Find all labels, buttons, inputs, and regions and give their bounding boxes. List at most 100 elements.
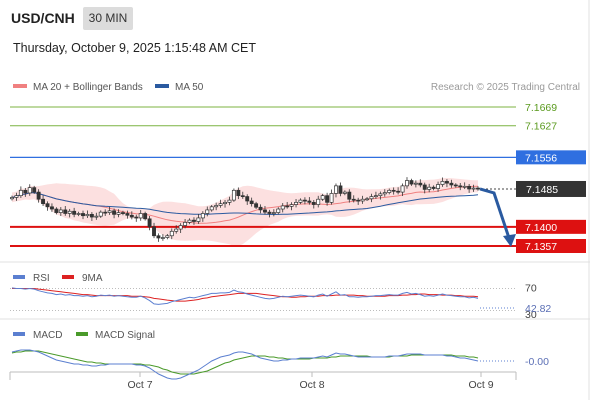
candle-body [112, 210, 117, 215]
forecast-arrow-line [479, 187, 511, 239]
candle-body [174, 228, 179, 232]
candle-body [10, 197, 14, 200]
candle-body [156, 235, 161, 239]
candle-body [36, 191, 41, 200]
level-labels: 7.1669 7.1627 7.1556 7.1485 7.1400 7.1357 [516, 102, 586, 253]
candlesticks [10, 177, 480, 242]
candle-body [254, 203, 259, 208]
candle-body [400, 185, 405, 193]
candle-body [444, 181, 449, 184]
candle-body [196, 217, 201, 222]
macd-line [11, 349, 479, 380]
candle-body [63, 209, 68, 214]
candle-body [54, 208, 59, 213]
forecast-arrow-head [503, 234, 516, 247]
candle-body [285, 205, 290, 208]
candle-body [369, 196, 374, 200]
candle-body [267, 211, 272, 214]
candle-body [338, 185, 343, 194]
candle-body [143, 213, 148, 220]
candle-body [329, 193, 334, 203]
candle-body [41, 198, 46, 205]
candle-body [72, 210, 77, 215]
candle-body [121, 212, 125, 214]
candle-body [45, 203, 50, 208]
candle-body [236, 189, 241, 197]
candle-body [89, 214, 94, 218]
candle-body [347, 191, 352, 200]
candle-body [294, 201, 298, 205]
candle-body [387, 189, 392, 193]
candle-body [178, 225, 183, 230]
ma50-legend-swatch [155, 84, 169, 88]
candle-body [373, 195, 378, 198]
candle-body [298, 199, 303, 203]
candle-body [76, 213, 81, 215]
candle-body [334, 185, 338, 194]
candle-body [187, 219, 192, 223]
rsi-current-label: 42.82 [525, 303, 551, 315]
x-axis-ticks: Oct 7 Oct 8 Oct 9 [127, 372, 494, 391]
ma50-legend-label: MA 50 [175, 82, 204, 93]
candle-body [107, 210, 112, 213]
candle-body [307, 200, 312, 203]
forecast-arrow [479, 187, 516, 247]
candle-body [471, 187, 476, 190]
candle-body [258, 206, 263, 211]
rsi-ma-line [12, 288, 479, 302]
candle-body [165, 235, 170, 238]
x-tick-label: Oct 9 [468, 379, 493, 391]
candle-body [316, 198, 321, 205]
candle-body [263, 209, 267, 213]
candle-body [302, 199, 307, 202]
candle-body [231, 189, 236, 201]
timeframe-button[interactable]: 30 MIN [83, 7, 133, 30]
rsi-legend-swatch [13, 275, 25, 279]
candle-body [431, 186, 436, 189]
bollinger-band-fill [12, 178, 478, 247]
candle-body [320, 195, 325, 200]
candle-body [209, 206, 214, 211]
candle-body [413, 182, 418, 185]
candle-body [422, 184, 427, 190]
bollinger-bands [11, 178, 479, 247]
candle-body [223, 201, 227, 205]
pivot-badge [516, 150, 586, 165]
candle-body [245, 196, 250, 202]
candle-body [205, 209, 210, 214]
candle-body [325, 195, 330, 203]
candle-body [67, 210, 72, 214]
candle-body [360, 198, 365, 202]
candle-body [449, 182, 454, 186]
support-badge [516, 219, 586, 234]
candle-body [311, 201, 316, 205]
candle-body [103, 211, 108, 214]
price-levels [10, 106, 516, 247]
candle-body [23, 189, 28, 194]
candle-body [289, 204, 294, 207]
macd-legend-swatch [13, 332, 25, 336]
candle-body [125, 213, 130, 216]
candle-body [458, 185, 463, 188]
macd-signal-legend-swatch [76, 332, 88, 336]
candle-body [94, 215, 99, 218]
resistance-label: 7.1669 [525, 102, 557, 114]
candle-body [129, 214, 134, 218]
candle-body [192, 219, 196, 222]
macd-current-label: -0.00 [525, 356, 549, 368]
candle-body [98, 211, 103, 217]
candle-body [467, 185, 472, 190]
x-tick-label: Oct 7 [127, 379, 152, 391]
candle-body [356, 199, 361, 202]
rsi-legend-label: RSI [33, 273, 50, 284]
candle-body [169, 230, 174, 237]
candle-body [476, 187, 480, 190]
candle-body [391, 189, 396, 192]
pivot-label: 7.1556 [525, 152, 557, 164]
support-badge [516, 239, 586, 253]
datetime-label: Thursday, October 9, 2025 1:15:48 AM CET [13, 41, 256, 55]
candle-body [147, 218, 152, 228]
rsi-30-label: 30 [525, 309, 537, 321]
